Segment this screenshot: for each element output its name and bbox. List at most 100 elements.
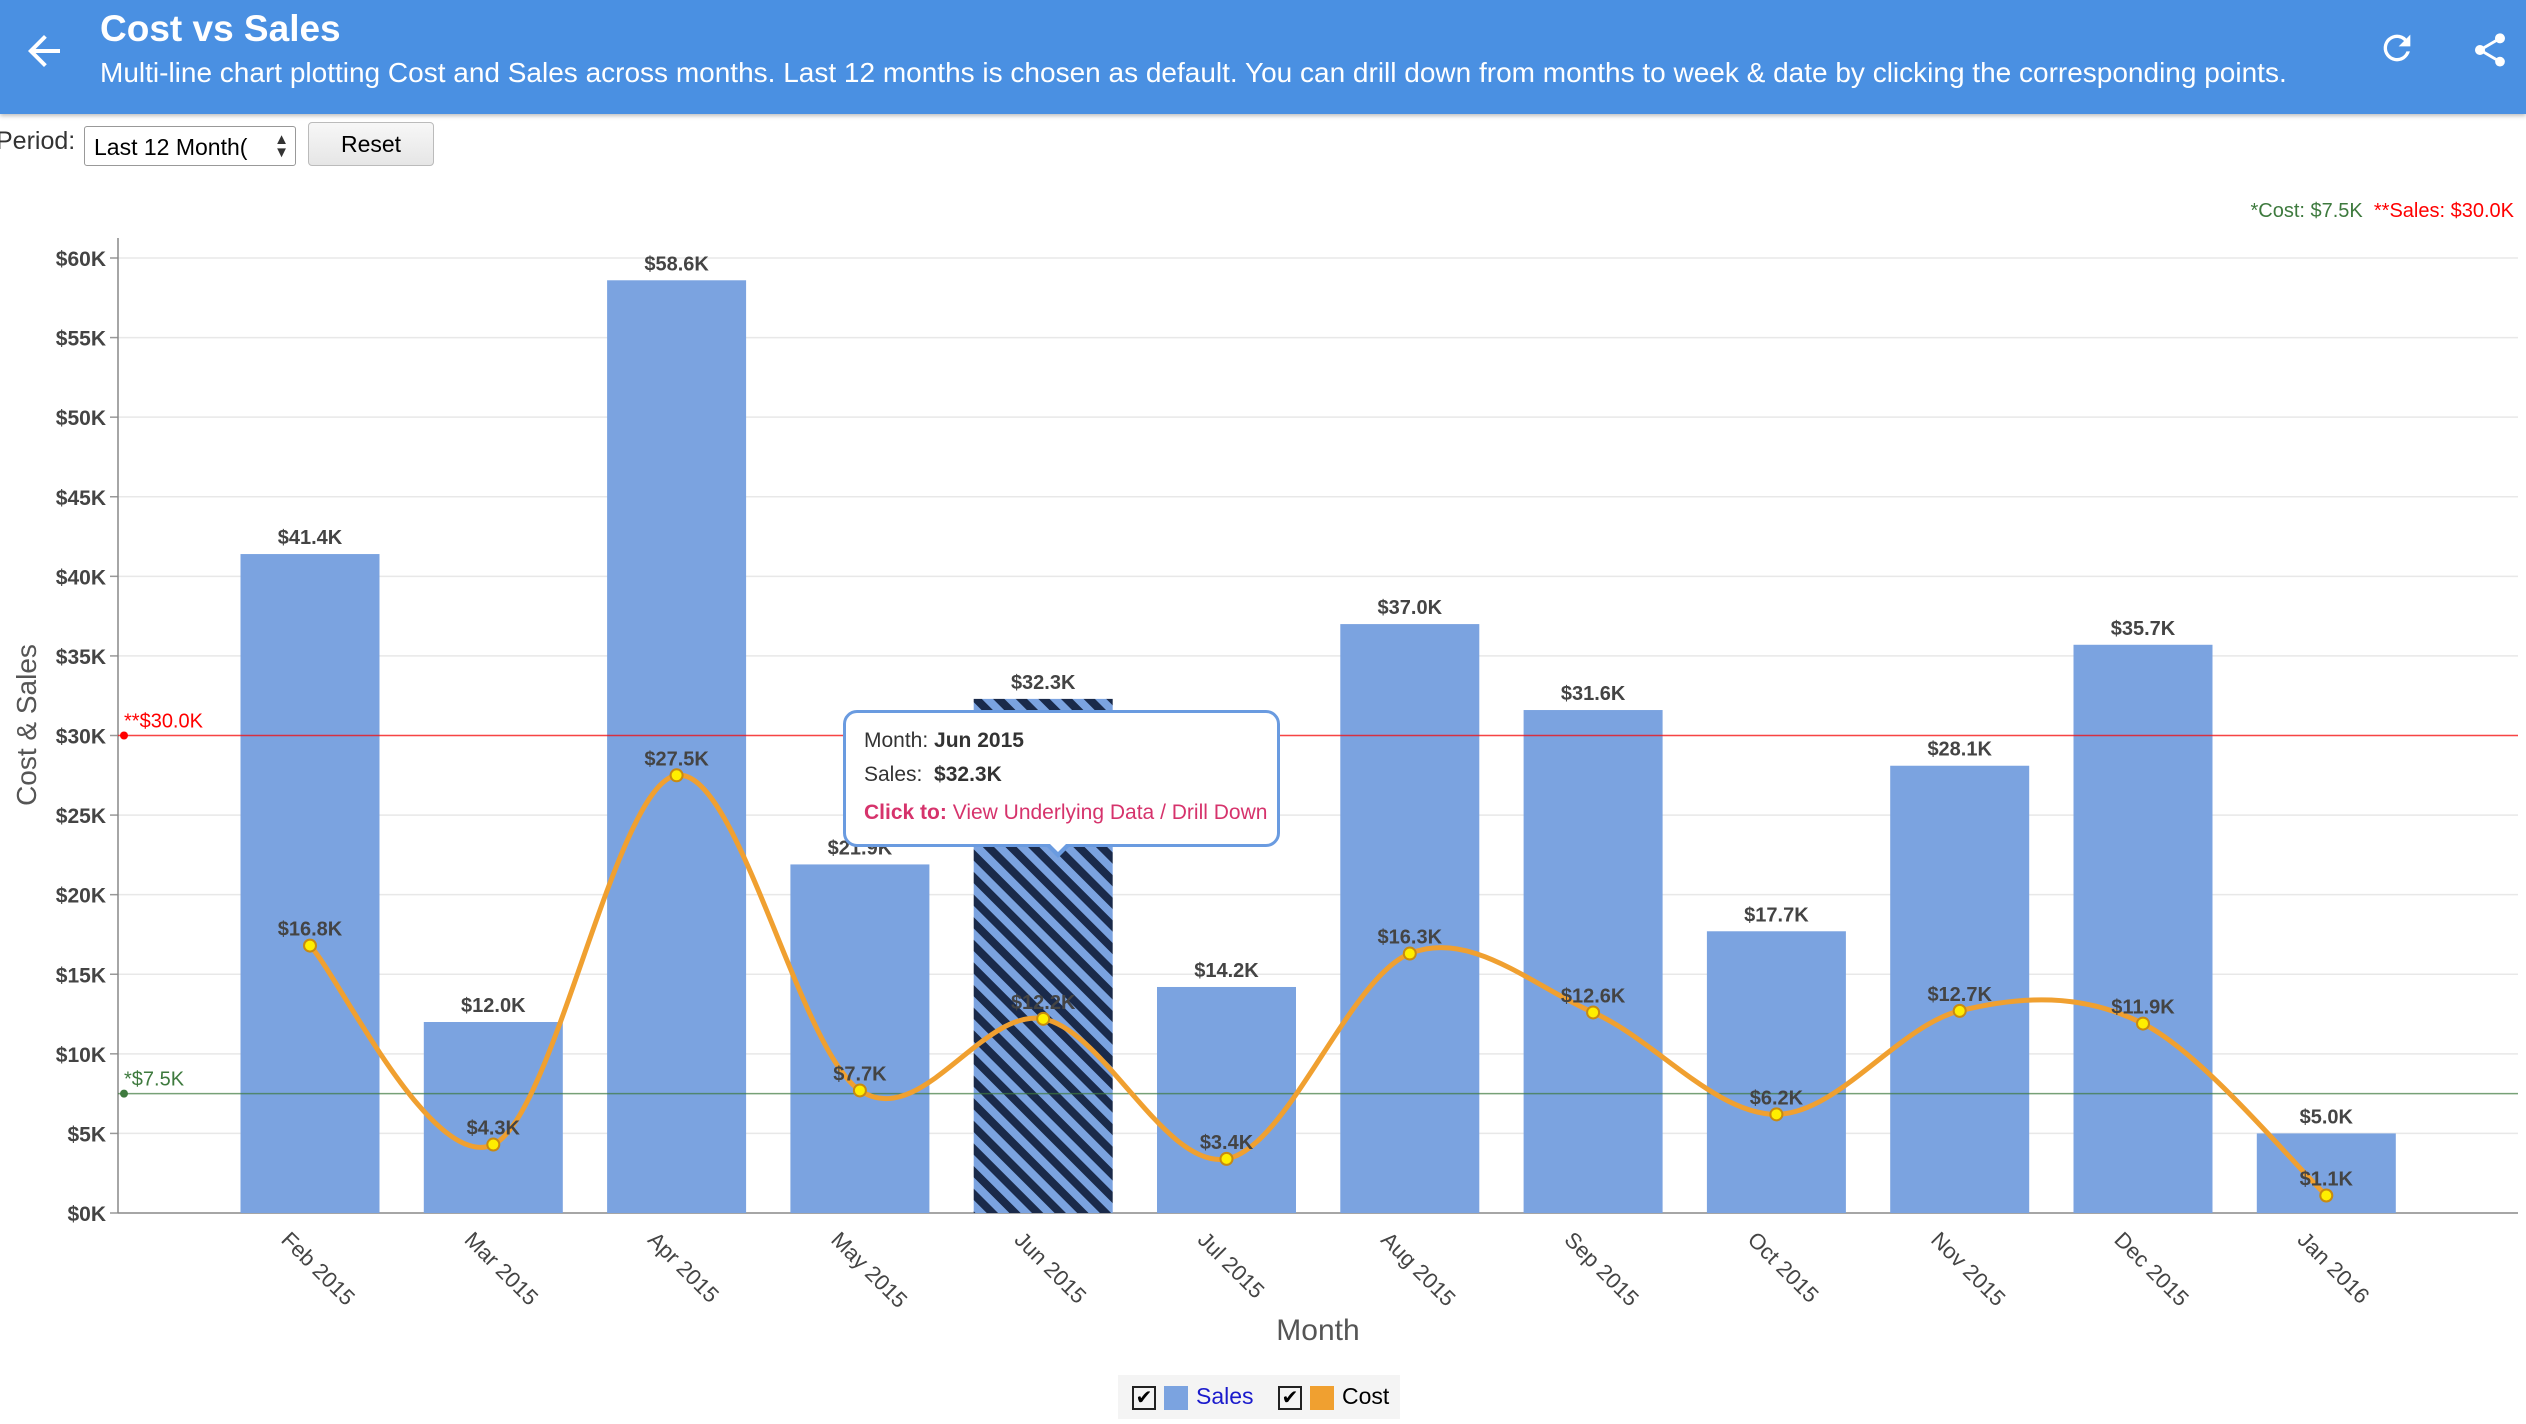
x-tick-label: Jan 2016: [2293, 1227, 2375, 1309]
tooltip-drill-down-link[interactable]: Click to: View Underlying Data / Drill D…: [864, 801, 1267, 825]
app-bar: Cost vs Sales Multi-line chart plotting …: [0, 0, 2526, 114]
cost-value-label: $3.4K: [1200, 1132, 1254, 1154]
cost-point[interactable]: [669, 768, 684, 783]
sales-bar[interactable]: [2073, 644, 2213, 1213]
period-select[interactable]: Last 12 Month( ▲ ▼: [84, 126, 296, 166]
x-tick-label: Nov 2015: [1926, 1227, 2010, 1311]
sales-value-label: $28.1K: [1927, 739, 1992, 761]
chart-legend: ✔ Sales ✔ Cost: [1118, 1375, 1400, 1419]
cost-point[interactable]: [1586, 1005, 1601, 1020]
cost-reference-label: *Cost: $7.5K: [2250, 200, 2363, 222]
cost-value-label: $11.9K: [2111, 997, 2175, 1019]
period-select-value: Last 12 Month(: [94, 134, 248, 160]
sales-bar[interactable]: [1523, 710, 1663, 1213]
cost-point[interactable]: [2319, 1188, 2334, 1203]
sales-value-label: $17.7K: [1744, 904, 1809, 926]
cost-value-label: $16.8K: [278, 919, 343, 941]
tooltip-month-key: Month:: [864, 729, 929, 752]
sales-value-label: $32.3K: [1011, 672, 1076, 694]
period-label: Period:: [0, 127, 76, 155]
cost-point[interactable]: [1219, 1151, 1234, 1166]
x-tick-label: Sep 2015: [1560, 1227, 1644, 1311]
sales-value-label: $41.4K: [278, 527, 343, 549]
y-tick-label: $50K: [56, 407, 106, 430]
cost-target-marker: [120, 1089, 128, 1098]
y-tick-label: $10K: [56, 1044, 106, 1067]
sales-value-label: $14.2K: [1194, 960, 1259, 982]
sales-bar[interactable]: [1157, 986, 1296, 1213]
legend-item-sales[interactable]: ✔ Sales: [1132, 1383, 1254, 1410]
y-tick-label: $40K: [56, 566, 106, 589]
y-tick-label: $45K: [56, 487, 106, 510]
cost-swatch: [1310, 1385, 1334, 1410]
sales-bar[interactable]: [1340, 624, 1480, 1213]
sales-value-label: $35.7K: [2111, 618, 2176, 640]
sales-bar[interactable]: [1706, 931, 1846, 1213]
tooltip-click-value: View Underlying Data / Drill Down: [952, 801, 1268, 824]
cost-value-label: $1.1K: [2300, 1168, 2354, 1190]
reset-button[interactable]: Reset: [308, 122, 434, 166]
sales-target-label: **$30.0K: [124, 711, 204, 733]
cost-value-label: $16.3K: [1378, 927, 1443, 949]
select-arrows-icon: ▲ ▼: [274, 131, 289, 161]
cost-value-label: $12.7K: [1927, 984, 1992, 1006]
cost-point[interactable]: [303, 938, 317, 953]
tooltip-sales-key: Sales:: [864, 763, 923, 786]
x-tick-label: Oct 2015: [1743, 1227, 1824, 1308]
sales-value-label: $12.0K: [461, 995, 526, 1017]
legend-cost-label: Cost: [1342, 1383, 1390, 1409]
x-tick-label: Aug 2015: [1376, 1227, 1460, 1311]
sales-bar[interactable]: [790, 864, 930, 1213]
sales-value-label: $58.6K: [644, 253, 709, 275]
x-tick-label: Jul 2015: [1193, 1227, 1270, 1304]
sales-swatch: [1164, 1385, 1188, 1410]
sales-value-label: $5.0K: [2300, 1106, 2354, 1128]
cost-point[interactable]: [2136, 1016, 2150, 1031]
sales-value-label: $37.0K: [1378, 597, 1443, 619]
cost-value-label: $27.5K: [644, 748, 709, 770]
y-tick-label: $25K: [56, 805, 106, 828]
x-tick-label: Apr 2015: [643, 1227, 724, 1308]
cost-value-label: $4.3K: [467, 1118, 521, 1140]
cost-value-label: $6.2K: [1750, 1087, 1804, 1109]
cost-point[interactable]: [1769, 1107, 1784, 1122]
share-icon[interactable]: [2470, 28, 2510, 72]
cost-point[interactable]: [1402, 946, 1417, 961]
page-title: Cost vs Sales: [100, 8, 341, 49]
sales-reference-label: **Sales: $30.0K: [2373, 200, 2514, 222]
x-tick-label: May 2015: [826, 1227, 912, 1313]
y-tick-label: $5K: [67, 1123, 106, 1146]
page-subtitle: Multi-line chart plotting Cost and Sales…: [100, 57, 2287, 88]
cost-value-label: $7.7K: [833, 1063, 887, 1085]
x-tick-label: Feb 2015: [276, 1227, 359, 1310]
tooltip-month-row: Month: Jun 2015: [864, 729, 1024, 753]
y-axis-title: Cost & Sales: [11, 644, 42, 806]
cost-point[interactable]: [1036, 1011, 1051, 1026]
sales-target-marker: [120, 731, 128, 740]
sales-bar[interactable]: [607, 280, 747, 1213]
sales-value-label: $31.6K: [1561, 683, 1626, 705]
arrow-left-icon[interactable]: [20, 27, 68, 75]
y-tick-label: $15K: [56, 964, 106, 987]
cost-point[interactable]: [852, 1083, 867, 1098]
tooltip-pointer-fill: [1047, 841, 1069, 852]
x-tick-label: Jun 2015: [1010, 1227, 1092, 1309]
sales-bar[interactable]: [1890, 765, 2030, 1213]
y-tick-label: $60K: [56, 248, 106, 271]
cost-point[interactable]: [1952, 1003, 1967, 1018]
reference-legend: *Cost: $7.5K **Sales: $30.0K: [2250, 200, 2514, 223]
tooltip-sales-row: Sales: $32.3K: [864, 763, 1002, 787]
y-tick-label: $55K: [56, 328, 106, 351]
checkbox-icon[interactable]: ✔: [1278, 1385, 1302, 1410]
tooltip-click-key: Click to:: [864, 801, 947, 824]
legend-item-cost[interactable]: ✔ Cost: [1278, 1383, 1389, 1410]
checkbox-icon[interactable]: ✔: [1132, 1385, 1156, 1410]
y-tick-label: $0K: [67, 1203, 106, 1226]
chart-tooltip: Month: Jun 2015 Sales: $32.3K Click to: …: [843, 710, 1280, 847]
x-tick-label: Mar 2015: [460, 1227, 543, 1310]
sales-bar[interactable]: [240, 554, 380, 1213]
sales-bar[interactable]: [423, 1022, 563, 1213]
cost-point[interactable]: [486, 1137, 501, 1152]
tooltip-sales-value: $32.3K: [934, 763, 1002, 786]
